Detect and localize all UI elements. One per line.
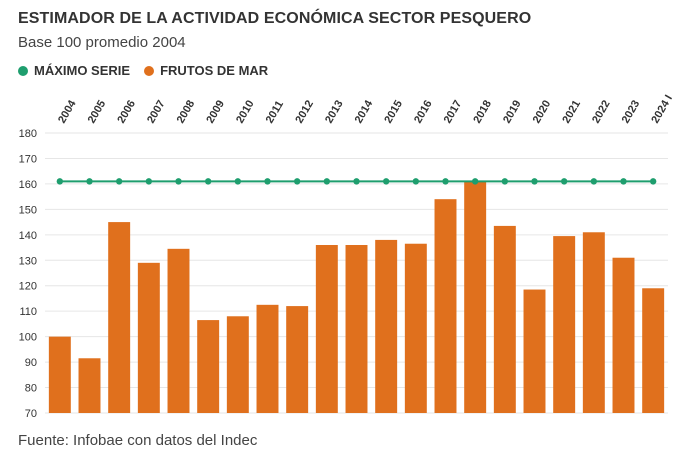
y-tick-label: 140 — [19, 230, 37, 242]
max-series-point-2022 — [590, 178, 598, 185]
max-series-point-2013 — [323, 178, 331, 185]
y-tick-label: 160 — [19, 179, 37, 191]
max-series-point-2019 — [501, 178, 509, 185]
x-tick-label: 2021 — [560, 98, 583, 125]
max-series-point-2004 — [56, 178, 64, 185]
bar-2010 — [226, 316, 249, 413]
x-tick-label: 2024 I — [649, 93, 675, 125]
legend-label-frutos-de-mar: FRUTOS DE MAR — [160, 63, 269, 78]
x-tick-label: 2008 — [175, 98, 198, 125]
legend-label-maximo-serie: MÁXIMO SERIE — [34, 63, 131, 78]
y-tick-label: 120 — [19, 281, 37, 293]
bar-2020 — [523, 289, 546, 413]
bar-2007 — [137, 262, 160, 413]
bar-2024-I — [642, 288, 665, 413]
bar-2014 — [345, 245, 368, 413]
max-series-point-2010 — [234, 178, 242, 185]
x-tick-label: 2013 — [323, 98, 346, 125]
bar-2013 — [315, 245, 338, 413]
bar-2011 — [256, 304, 279, 413]
x-tick-label: 2019 — [501, 98, 524, 125]
bar-2022 — [582, 232, 605, 413]
bar-2019 — [493, 225, 516, 413]
x-tick-label: 2015 — [382, 98, 405, 125]
y-tick-label: 170 — [19, 153, 37, 165]
bar-2017 — [434, 199, 457, 413]
legend-swatch-maximo-serie — [18, 65, 28, 76]
y-tick-label: 100 — [19, 332, 37, 344]
source-note: Fuente: Infobae con datos del Indec — [18, 432, 258, 449]
x-tick-label: 2022 — [590, 98, 613, 125]
legend-swatch-frutos-de-mar — [144, 65, 155, 76]
max-series-point-2008 — [175, 178, 182, 185]
max-series-point-2018 — [471, 178, 479, 185]
bar-2015 — [375, 239, 398, 413]
max-series-point-2009 — [204, 178, 212, 185]
x-tick-label: 2020 — [531, 98, 554, 125]
bar-2009 — [197, 320, 220, 413]
y-tick-label: 150 — [19, 204, 37, 216]
bar-2023 — [612, 257, 635, 413]
max-series-point-2011 — [264, 178, 271, 185]
y-tick-label: 70 — [25, 408, 37, 420]
legend: MÁXIMO SERIE FRUTOS DE MAR — [18, 63, 282, 78]
bar-2005 — [78, 358, 101, 413]
x-tick-label: 2017 — [442, 98, 465, 125]
x-tick-label: 2010 — [234, 98, 257, 125]
max-series-point-2006 — [115, 178, 123, 185]
y-tick-label: 180 — [19, 128, 37, 140]
legend-item-frutos-de-mar: FRUTOS DE MAR — [144, 63, 268, 78]
bar-2016 — [404, 243, 427, 413]
x-tick-label: 2018 — [471, 98, 494, 125]
bar-2008 — [167, 248, 190, 413]
x-tick-label: 2006 — [115, 98, 138, 125]
max-series-point-2015 — [382, 178, 390, 185]
x-tick-label: 2009 — [204, 98, 227, 125]
max-series-point-2024-I — [649, 178, 657, 185]
max-series-point-2012 — [293, 178, 301, 185]
x-tick-label: 2016 — [412, 98, 435, 125]
bar-2018 — [464, 181, 487, 413]
chart-subtitle: Base 100 promedio 2004 — [18, 34, 186, 51]
bar-2004 — [48, 336, 71, 413]
x-tick-label: 2011 — [264, 99, 286, 126]
max-series-point-2021 — [560, 178, 568, 185]
max-series-point-2016 — [412, 178, 420, 185]
max-series-point-2007 — [145, 178, 153, 185]
bar-2021 — [553, 236, 576, 413]
max-series-point-2005 — [86, 178, 93, 185]
y-tick-label: 130 — [19, 255, 37, 267]
chart-title: ESTIMADOR DE LA ACTIVIDAD ECONÓMICA SECT… — [18, 10, 532, 27]
legend-item-maximo-serie: MÁXIMO SERIE — [18, 63, 130, 78]
max-series-point-2017 — [442, 178, 449, 185]
x-tick-label: 2014 — [353, 98, 376, 126]
x-tick-label: 2004 — [56, 98, 79, 126]
max-series-point-2014 — [353, 178, 360, 185]
x-tick-label: 2005 — [86, 98, 109, 125]
y-tick-label: 80 — [25, 383, 37, 395]
x-tick-label: 2012 — [293, 98, 316, 125]
x-tick-label: 2007 — [145, 98, 168, 125]
y-tick-label: 90 — [25, 357, 37, 369]
bar-2006 — [108, 222, 131, 413]
x-tick-label: 2023 — [620, 98, 643, 125]
bar-2012 — [286, 306, 309, 413]
y-tick-label: 110 — [19, 306, 37, 318]
max-series-point-2023 — [620, 178, 627, 185]
max-series-point-2020 — [531, 178, 538, 185]
